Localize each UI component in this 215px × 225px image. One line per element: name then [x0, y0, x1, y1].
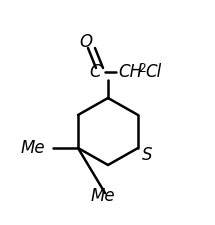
Text: Me: Me: [91, 187, 115, 205]
Text: C: C: [89, 63, 101, 81]
Text: Me: Me: [20, 139, 45, 157]
Text: S: S: [142, 146, 152, 164]
Text: Cl: Cl: [145, 63, 161, 81]
Text: 2: 2: [138, 61, 146, 74]
Text: CH: CH: [118, 63, 142, 81]
Text: O: O: [79, 33, 93, 51]
